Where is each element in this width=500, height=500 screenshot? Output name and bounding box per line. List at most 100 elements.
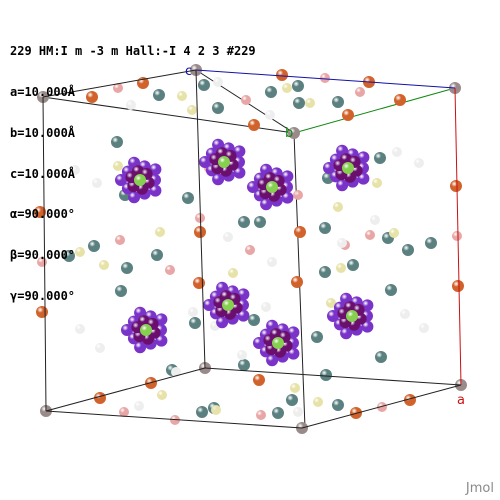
atom-white bbox=[414, 158, 424, 168]
atom-purple bbox=[287, 347, 300, 360]
atom-cream bbox=[187, 105, 197, 115]
atom-pink bbox=[119, 407, 129, 417]
atom-white bbox=[134, 401, 144, 411]
atom-purple bbox=[128, 191, 141, 204]
atom-white bbox=[293, 407, 303, 417]
atom-purple bbox=[121, 324, 133, 336]
space-group-title: 229 HM:I m -3 m Hall:-I 4 2 3 #229 bbox=[10, 44, 256, 59]
atom-white bbox=[237, 350, 247, 360]
atom-orange bbox=[294, 226, 306, 238]
atom-green bbox=[266, 181, 278, 193]
atom-purple bbox=[233, 166, 246, 179]
atom-green bbox=[222, 299, 234, 311]
atom-purple bbox=[149, 184, 162, 197]
atom-teal bbox=[286, 394, 298, 406]
cell-param-beta: β=90.000° bbox=[10, 248, 76, 263]
atom-cream bbox=[313, 397, 323, 407]
atom-cream bbox=[336, 263, 346, 273]
atom-pink bbox=[115, 235, 125, 245]
atom-purple bbox=[361, 320, 374, 333]
atom-orange bbox=[342, 109, 354, 121]
atom-pink bbox=[293, 190, 303, 200]
atom-purple bbox=[253, 337, 265, 349]
atom-purple bbox=[323, 162, 335, 174]
atom-teal bbox=[182, 192, 194, 204]
atom-orange bbox=[248, 119, 260, 131]
atom-orange bbox=[404, 394, 416, 406]
atom-teal bbox=[265, 86, 277, 98]
axis-label-b: b bbox=[285, 126, 294, 141]
atom-purple bbox=[216, 316, 229, 329]
atom-white bbox=[370, 215, 380, 225]
atom-white bbox=[70, 165, 80, 175]
axis-label-c: c bbox=[185, 64, 193, 79]
atom-teal bbox=[319, 266, 331, 278]
cell-edge-b-axis bbox=[293, 87, 456, 134]
atom-pink bbox=[377, 402, 387, 412]
cell-param-gamma: γ=90.000° bbox=[10, 288, 76, 303]
atom-teal bbox=[319, 222, 331, 234]
atom-white bbox=[265, 110, 275, 120]
atom-pink bbox=[241, 95, 251, 105]
atom-pink bbox=[355, 87, 365, 97]
atom-purple bbox=[327, 310, 339, 322]
atom-cream bbox=[333, 202, 343, 212]
atom-cream bbox=[113, 161, 123, 171]
cell-edge bbox=[42, 69, 197, 98]
atom-orange bbox=[94, 392, 106, 404]
atom-white bbox=[392, 147, 402, 157]
atom-teal bbox=[332, 399, 344, 411]
atom-purple bbox=[281, 191, 294, 204]
atom-white bbox=[223, 232, 233, 242]
cell-param-c: c=10.000Å bbox=[10, 166, 76, 181]
cell-edge-c-axis bbox=[195, 69, 456, 89]
atom-white bbox=[267, 257, 277, 267]
atom-orange bbox=[34, 206, 46, 218]
cell-edge bbox=[42, 96, 47, 412]
atom-green bbox=[346, 310, 358, 322]
atom-cream bbox=[155, 227, 165, 237]
atom-cream bbox=[389, 228, 399, 238]
atom-orange bbox=[394, 94, 406, 106]
cell-edge-a-axis bbox=[454, 87, 462, 386]
atom-purple bbox=[212, 173, 225, 186]
atom-purple bbox=[336, 179, 349, 192]
cell-edge bbox=[45, 367, 206, 412]
atom-teal bbox=[238, 216, 250, 228]
atom-teal bbox=[196, 406, 208, 418]
atom-cream bbox=[326, 298, 336, 308]
atom-teal bbox=[121, 262, 133, 274]
atom-purple bbox=[134, 341, 147, 354]
atom-teal bbox=[198, 79, 210, 91]
atom-white bbox=[171, 367, 181, 377]
atom-teal bbox=[115, 285, 127, 297]
atom-purple bbox=[115, 174, 127, 186]
atom-pink bbox=[165, 265, 175, 275]
atom-layer bbox=[34, 64, 467, 434]
atom-teal bbox=[332, 96, 344, 108]
atom-gray bbox=[288, 127, 300, 139]
cell-param-a: a=10.000Å bbox=[10, 84, 76, 99]
atom-teal bbox=[151, 249, 163, 261]
atom-cream bbox=[282, 83, 292, 93]
cell-edge bbox=[301, 384, 462, 429]
atom-teal bbox=[375, 351, 387, 363]
atom-teal bbox=[153, 89, 165, 101]
atom-green bbox=[140, 324, 152, 336]
atom-white bbox=[337, 238, 347, 248]
unit-cell-front-edges bbox=[42, 69, 462, 429]
atom-cream bbox=[177, 91, 187, 101]
atom-white bbox=[400, 309, 410, 319]
atom-green bbox=[218, 156, 230, 168]
atom-pink bbox=[365, 230, 375, 240]
atom-green bbox=[272, 337, 284, 349]
atom-teal bbox=[374, 152, 386, 164]
cell-edge bbox=[45, 410, 303, 429]
atom-purple bbox=[203, 299, 215, 311]
cell-param-alpha: α=90.000° bbox=[10, 207, 76, 222]
atom-cream bbox=[75, 247, 85, 257]
atom-teal bbox=[402, 244, 414, 256]
atom-purple bbox=[155, 334, 168, 347]
atom-cream bbox=[228, 268, 238, 278]
